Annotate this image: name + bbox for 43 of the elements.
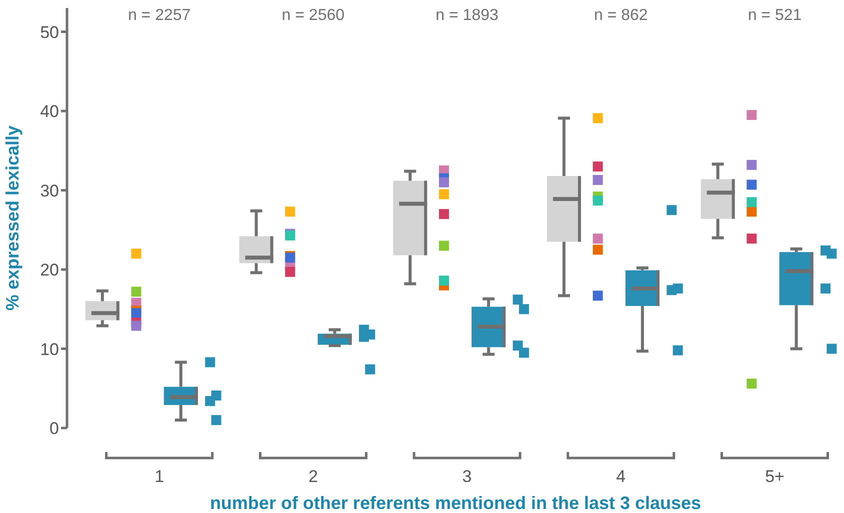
point — [746, 206, 757, 217]
x-tick-label: 4 — [616, 467, 626, 486]
point — [592, 113, 603, 124]
y-tick-label: 0 — [50, 419, 59, 438]
point — [131, 320, 142, 331]
annotation: n = 1893 — [434, 7, 500, 25]
point — [285, 266, 296, 277]
point — [592, 161, 603, 172]
point — [285, 206, 296, 217]
annotation: n = 2560 — [280, 7, 346, 25]
point — [746, 378, 757, 389]
point — [438, 240, 449, 251]
y-tick-label: 50 — [40, 22, 59, 42]
point — [438, 177, 449, 188]
y-axis-title: % expressed lexically — [2, 125, 22, 311]
x-tick-label: 1 — [154, 467, 164, 486]
point — [592, 290, 603, 301]
point — [746, 110, 757, 120]
point — [746, 180, 757, 190]
annotation: n = 2257 — [126, 7, 192, 25]
point — [592, 196, 603, 206]
point — [438, 209, 449, 220]
annotation: n = 862 — [592, 7, 649, 25]
point — [131, 248, 142, 259]
point — [746, 234, 757, 244]
point — [438, 189, 449, 200]
point — [746, 197, 757, 208]
y-tick-label: 20 — [40, 260, 59, 280]
point — [131, 286, 142, 297]
annotation: n = 521 — [746, 7, 803, 25]
x-tick-label: 5+ — [765, 467, 785, 486]
x-tick-label: 3 — [462, 467, 472, 486]
y-tick-label: 30 — [40, 181, 59, 200]
point — [131, 308, 142, 318]
x-axis-title: number of other referents mentioned in the last 3 clauses — [210, 493, 702, 513]
point — [438, 276, 449, 286]
point — [592, 174, 603, 185]
y-tick-label: 10 — [40, 340, 59, 359]
point — [592, 234, 603, 244]
point — [592, 244, 603, 255]
y-tick-label: 40 — [40, 102, 59, 122]
x-tick-label: 2 — [308, 467, 318, 486]
point — [746, 160, 757, 170]
